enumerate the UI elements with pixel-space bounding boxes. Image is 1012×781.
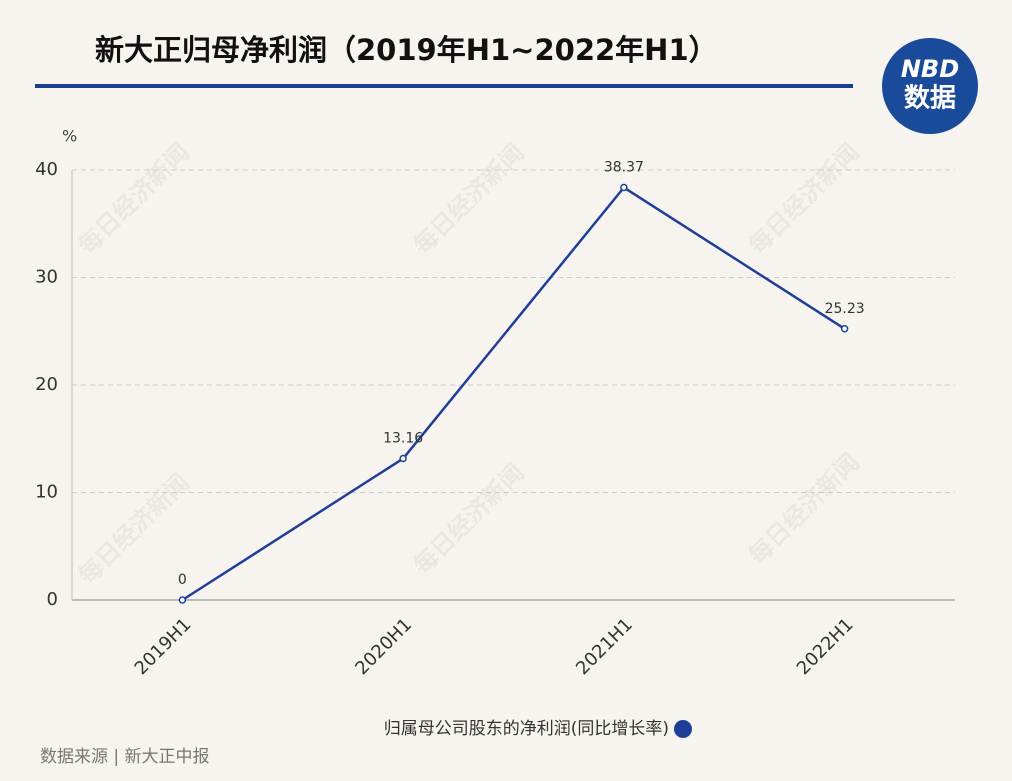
point xyxy=(840,325,849,333)
y-tick-label: 10 xyxy=(35,482,58,503)
data-label: 25.23 xyxy=(825,301,865,317)
legend-swatch xyxy=(674,720,692,738)
data-label: 38.37 xyxy=(604,160,644,176)
y-tick-label: 20 xyxy=(35,374,58,395)
y-tick-label: 40 xyxy=(35,159,58,180)
point xyxy=(620,183,628,192)
legend-label: 归属母公司股东的净利润(同比增长率) xyxy=(384,719,669,739)
chart-title: 新大正归母净利润（2019年H1~2022年H1） xyxy=(95,33,718,67)
y-unit: % xyxy=(62,127,77,146)
source: 数据来源 | 新大正中报 xyxy=(40,747,210,767)
data-label: 0 xyxy=(178,572,187,588)
line xyxy=(181,185,846,602)
data-label: 13.16 xyxy=(383,431,423,447)
y-tick-label: 30 xyxy=(35,267,58,288)
title-rule xyxy=(35,84,853,88)
point xyxy=(178,596,187,604)
logo-label: 数据 xyxy=(904,84,956,114)
point xyxy=(399,454,407,463)
logo xyxy=(882,38,978,134)
y-tick-label: 0 xyxy=(47,589,58,610)
logo-brand: NBD xyxy=(901,55,959,83)
